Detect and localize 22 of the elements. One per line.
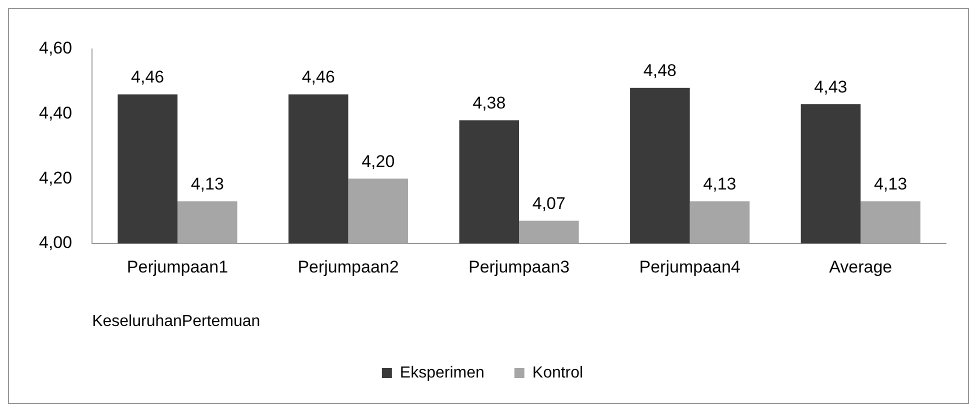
x-tick-label: Average bbox=[829, 257, 892, 276]
data-label: 4,38 bbox=[472, 93, 506, 112]
data-label: 4,13 bbox=[703, 174, 736, 194]
y-tick-label: 4,40 bbox=[38, 103, 72, 122]
data-label: 4,43 bbox=[814, 77, 848, 96]
data-label: 4,48 bbox=[643, 61, 676, 80]
x-tick-label: Perjumpaan2 bbox=[298, 257, 399, 276]
y-tick-label: 4,60 bbox=[38, 38, 72, 58]
data-label: 4,46 bbox=[131, 68, 164, 87]
data-label: 4,20 bbox=[362, 152, 395, 171]
x-tick-label: Perjumpaan1 bbox=[126, 257, 228, 276]
x-axis-title: KeseluruhanPertemuan bbox=[92, 312, 260, 330]
x-tick-label: Perjumpaan3 bbox=[468, 257, 570, 276]
y-tick-label: 4,20 bbox=[38, 168, 72, 188]
data-label: 4,46 bbox=[302, 68, 335, 87]
y-tick-label: 4,00 bbox=[38, 233, 72, 252]
data-label: 4,13 bbox=[874, 174, 908, 194]
x-tick-label: Perjumpaan4 bbox=[639, 257, 740, 276]
data-label: 4,13 bbox=[190, 174, 224, 194]
data-label: 4,07 bbox=[532, 194, 566, 213]
legend-label: Eksperimen bbox=[400, 364, 484, 382]
legend-label: Kontrol bbox=[532, 364, 584, 382]
